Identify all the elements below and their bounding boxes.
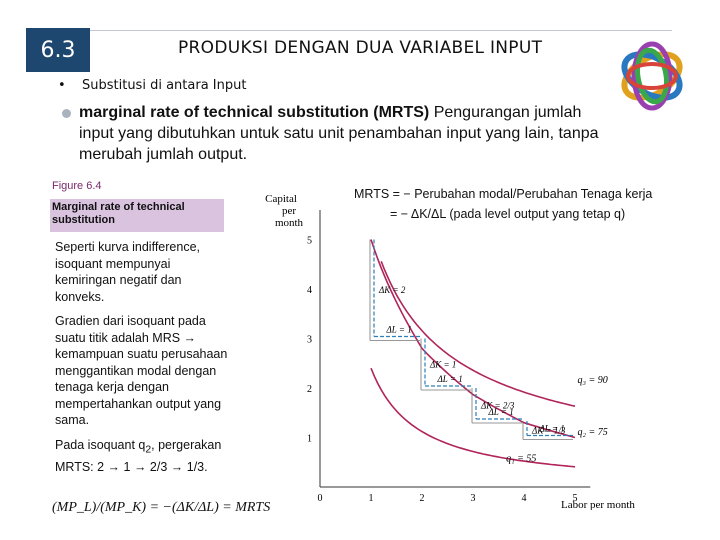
paragraph-mrts-movement: Pada isoquant q2, pergerakan MRTS: 2 → 1… bbox=[55, 437, 230, 476]
rings-logo-icon bbox=[621, 41, 683, 111]
paragraph-isoquant-shape: Seperti kurva indifference, isoquant mem… bbox=[55, 240, 200, 304]
isoquant-q1 bbox=[370, 367, 576, 468]
title-underline bbox=[90, 30, 672, 31]
paragraph-gradient: Gradien dari isoquant pada suatu titik a… bbox=[55, 314, 228, 427]
x-tick-label: 1 bbox=[369, 493, 374, 504]
x-tick-label: 3 bbox=[471, 493, 476, 504]
y-tick-label: 3 bbox=[307, 335, 312, 346]
x-tick-label: 5 bbox=[573, 493, 578, 504]
bullet-dot-icon bbox=[62, 109, 71, 118]
y-tick-label: 4 bbox=[307, 285, 312, 296]
chart-steps bbox=[369, 239, 575, 440]
x-axis-label: Labor per month bbox=[561, 499, 635, 510]
curve-label-q2: q₂ = 75 bbox=[578, 427, 608, 438]
curve-label-q3: q₃ = 90 bbox=[578, 375, 608, 386]
section-number-badge: 6.3 bbox=[26, 28, 90, 72]
y-tick-label: 5 bbox=[307, 236, 312, 247]
delta-k-label: ΔK = 1 bbox=[429, 359, 456, 369]
y-tick-label: 1 bbox=[307, 434, 312, 445]
delta-l-label: ΔL = 1 bbox=[386, 325, 412, 335]
chart-labels: Capital per month Labor per month 0 1 2 3 4 5 1 2 3 4… bbox=[265, 193, 635, 510]
y-axis-label: Capital per month bbox=[265, 193, 303, 229]
bullet-marker: • bbox=[58, 78, 66, 93]
mrts-formula: (MP_L)/(MP_K) = −(ΔK/ΔL) = MRTS bbox=[52, 500, 271, 515]
slide-title: PRODUKSI DENGAN DUA VARIABEL INPUT bbox=[178, 38, 543, 58]
isoquant-q3 bbox=[380, 261, 576, 407]
isoquant-chart: Capital per month Labor per month 0 1 2 3 4 5 1 2 3 4… bbox=[265, 193, 635, 510]
delta-k-label: ΔK = 1/3 bbox=[531, 425, 566, 435]
mrts-definition-line1: MRTS = − Perubahan modal/Perubahan Tenag… bbox=[354, 187, 653, 201]
p3-text-b: , pergerakan MRTS: 2 → 1 → 2/3 → 1/3. bbox=[55, 438, 222, 474]
figure-caption: Marginal rate of technical substitution bbox=[50, 199, 224, 232]
x-tick-label: 2 bbox=[420, 493, 425, 504]
chart-curves bbox=[370, 239, 576, 468]
chart-axes bbox=[319, 210, 591, 488]
p3-text-a: Pada isoquant q bbox=[55, 438, 146, 452]
section-number: 6.3 bbox=[40, 37, 76, 63]
isoquant-q2 bbox=[370, 239, 576, 439]
x-tick-label: 4 bbox=[522, 493, 527, 504]
mrts-definition-line2: = − ΔK/ΔL (pada level output yang tetap … bbox=[390, 207, 626, 221]
x-tick-label: 0 bbox=[318, 493, 323, 504]
curve-label-q1: q₁ = 55 bbox=[506, 453, 536, 464]
delta-l-label: ΔL = 1 bbox=[437, 374, 463, 384]
p3-subscript: 2 bbox=[145, 444, 152, 456]
delta-l-label: ΔL = 1 bbox=[488, 407, 514, 417]
delta-k-label: ΔK = 2 bbox=[378, 285, 406, 295]
figure-label: Figure 6.4 bbox=[52, 180, 102, 192]
y-tick-label: 2 bbox=[307, 384, 312, 395]
delta-k-label: ΔK = 2/3 bbox=[480, 401, 515, 411]
mrts-term: marginal rate of technical substitution … bbox=[79, 104, 430, 121]
bullet-text: Substitusi di antara Input bbox=[82, 78, 247, 93]
delta-l-label: ΔL = 1 bbox=[539, 424, 565, 434]
mrts-definition-text: Pengurangan jumlah input yang dibutuhkan… bbox=[79, 104, 599, 163]
